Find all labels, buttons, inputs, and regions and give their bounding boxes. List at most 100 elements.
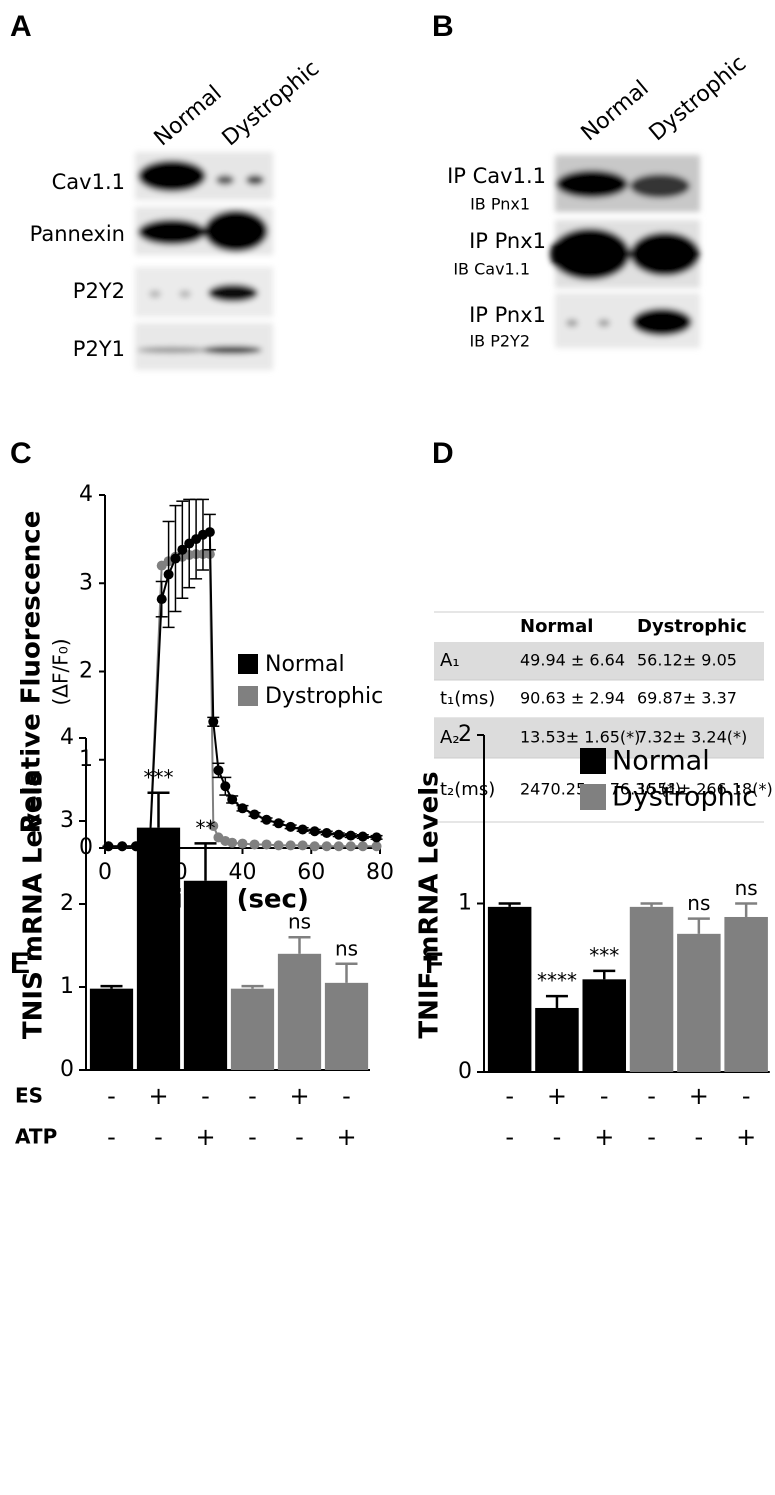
y-tick-label: 1 — [458, 891, 472, 916]
blot-a — [135, 152, 273, 370]
x-tick-label: 60 — [297, 860, 325, 885]
table-header: Dystrophic — [637, 616, 747, 637]
series-line — [108, 530, 377, 848]
data-point — [237, 838, 248, 849]
legend-label: Normal — [265, 652, 345, 677]
annotation: ns — [335, 936, 358, 960]
y-tick-label: 2 — [79, 659, 93, 684]
data-point — [227, 794, 238, 805]
condition-symbol: - — [248, 1123, 257, 1151]
x-tick-label: 0 — [98, 860, 112, 885]
panel-label: E — [10, 947, 30, 980]
data-point — [220, 781, 231, 792]
data-point — [208, 716, 219, 727]
row-label: P2Y2 — [73, 279, 125, 303]
band — [630, 232, 700, 276]
table-header: Normal — [520, 616, 593, 637]
bar — [277, 953, 322, 1070]
condition-symbol: - — [505, 1082, 514, 1110]
data-point — [357, 831, 368, 842]
condition-symbol: - — [342, 1082, 351, 1110]
data-point — [163, 569, 174, 580]
legend-label: Dystrophic — [612, 782, 757, 813]
data-point — [371, 832, 382, 843]
bar — [136, 827, 181, 1070]
ip-label: IP Pnx1 — [469, 229, 546, 253]
data-point — [273, 840, 284, 851]
band — [179, 290, 191, 298]
legend-swatch — [580, 784, 606, 810]
band — [216, 175, 234, 185]
table-cell: 7.32± 3.24(*) — [637, 728, 747, 747]
annotation: ns — [735, 876, 758, 900]
y-tick-label: 2 — [458, 722, 472, 747]
data-point — [261, 814, 272, 825]
condition-symbol: - — [647, 1082, 656, 1110]
lane-label: Dystrophic — [645, 51, 752, 146]
y-axis-title: TNIS mRNA Levels — [19, 771, 49, 1039]
y-tick-label: 3 — [79, 570, 93, 595]
ip-label: IP Pnx1 — [469, 303, 546, 327]
ib-label: IB P2Y2 — [469, 332, 530, 351]
bar — [535, 1007, 579, 1072]
data-point — [333, 841, 344, 852]
row-label: P2Y1 — [73, 337, 125, 361]
data-point — [156, 594, 167, 605]
table-row-label: t₂(ms) — [440, 779, 495, 800]
condition-symbol: + — [336, 1123, 356, 1151]
band — [208, 284, 258, 302]
lane-label: Normal — [577, 76, 654, 146]
band — [550, 228, 630, 280]
band — [204, 210, 268, 252]
bar — [629, 906, 674, 1072]
legend-label: Normal — [612, 746, 710, 777]
data-point — [249, 839, 260, 850]
table-cell: 69.87± 3.37 — [637, 689, 737, 708]
ip-label: IP Cav1.1 — [447, 164, 546, 188]
condition-symbol: - — [647, 1123, 656, 1151]
y-tick-label: 0 — [60, 1057, 74, 1082]
panel-label: C — [10, 437, 32, 470]
annotation: **** — [537, 969, 577, 993]
panel-label: D — [432, 437, 454, 470]
data-point — [357, 841, 368, 852]
legend-swatch — [238, 654, 258, 674]
band — [630, 174, 690, 198]
ib-label: IB Cav1.1 — [453, 260, 530, 279]
data-point — [103, 841, 114, 852]
y-tick-label: 3 — [60, 808, 74, 833]
condition-symbol: - — [505, 1123, 514, 1151]
row-label: Cav1.1 — [52, 170, 125, 194]
bar — [183, 880, 228, 1070]
table-cell: 13.53± 1.65(*) — [520, 728, 640, 747]
band — [138, 219, 206, 245]
condition-symbol: - — [154, 1123, 163, 1151]
lane-label: Dystrophic — [218, 56, 325, 151]
table-cell: 49.94 ± 6.64 — [520, 651, 625, 670]
bar — [582, 979, 627, 1072]
annotation: *** — [144, 765, 174, 789]
band — [137, 347, 207, 353]
data-point — [297, 840, 308, 851]
data-point — [204, 527, 215, 538]
blot-b — [550, 155, 700, 348]
bar — [677, 933, 721, 1072]
data-point — [297, 824, 308, 835]
band — [566, 319, 578, 327]
bar — [230, 988, 275, 1070]
bar — [89, 988, 134, 1070]
band — [246, 175, 264, 185]
data-point — [345, 841, 356, 852]
data-point — [345, 830, 356, 841]
y-tick-label: 2 — [60, 891, 74, 916]
condition-symbol: - — [248, 1082, 257, 1110]
condition-symbol: + — [736, 1123, 756, 1151]
data-point — [117, 841, 128, 852]
panel-label: B — [432, 10, 454, 43]
panel-label: F — [425, 947, 443, 980]
condition-symbol: - — [201, 1082, 210, 1110]
data-point — [208, 820, 219, 831]
table-row-bg — [434, 642, 764, 680]
band — [138, 160, 206, 192]
band — [149, 290, 161, 298]
